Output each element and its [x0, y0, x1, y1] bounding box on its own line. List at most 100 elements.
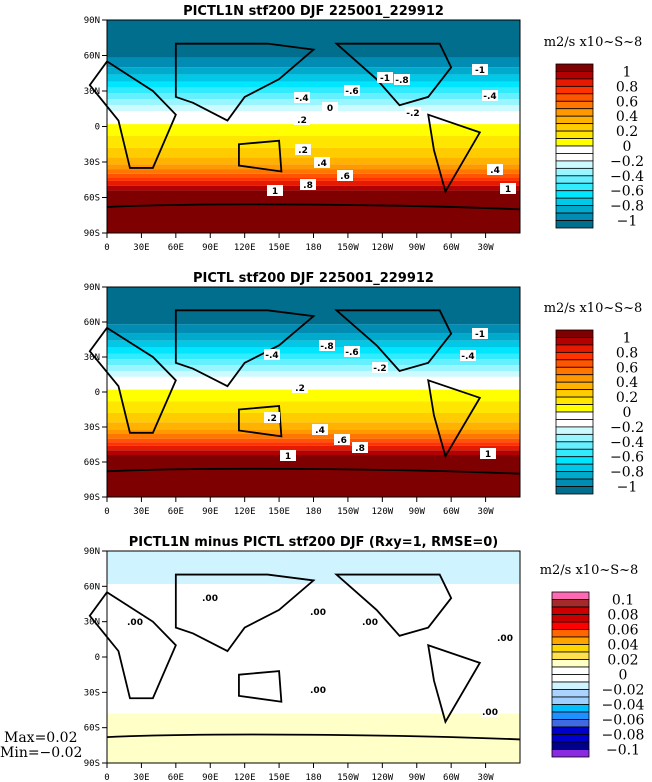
- coastline: [427, 643, 482, 725]
- contour-label-text: .00: [127, 618, 143, 628]
- colorbar-box: [555, 359, 594, 368]
- contour-label-text: -1: [380, 74, 390, 84]
- colorbar-box: [555, 366, 594, 376]
- x-tick-label: 120E: [234, 243, 256, 253]
- contour-label-text: .00: [310, 608, 326, 618]
- contour-label-bg: [344, 85, 360, 96]
- colorbar-box: [551, 719, 590, 728]
- contour-label-bg: [500, 183, 516, 194]
- y-tick-label: 30N: [84, 618, 100, 628]
- contour-label: .4: [314, 157, 330, 169]
- y-tick-label: 60S: [84, 724, 100, 734]
- contour-label-text: -.6: [345, 87, 358, 97]
- colorbar-box: [551, 681, 590, 690]
- contour-label-bg: [482, 706, 498, 717]
- colorbar-label: 0: [619, 668, 628, 684]
- contour-fill-band: [107, 438, 520, 443]
- x-tick-label: 60W: [443, 243, 460, 253]
- x-tick-label: 120E: [234, 773, 256, 782]
- min-label: Min=−0.02: [0, 745, 82, 761]
- colorbar-box: [555, 329, 594, 338]
- colorbar-box: [551, 741, 590, 750]
- x-tick-label: 90E: [202, 773, 218, 782]
- colorbar-label: 0.1: [612, 593, 634, 609]
- y-tick-label: 90N: [84, 283, 100, 293]
- colorbar-box: [555, 337, 594, 346]
- colorbar-box: [555, 175, 594, 184]
- contour-label-text: .00: [202, 594, 218, 604]
- contour-fill-band: [107, 434, 520, 439]
- y-tick-label: 30N: [84, 87, 100, 97]
- colorbar-box: [551, 666, 590, 675]
- colorbar-box: [555, 123, 594, 132]
- colorbar-label: 0: [623, 405, 632, 421]
- contour-fill-band: [107, 81, 520, 88]
- contour-label-bg: [294, 92, 310, 103]
- contour-fill-band: [107, 333, 520, 341]
- colorbar-box: [555, 108, 594, 117]
- contour-label: .2: [264, 412, 280, 424]
- map-panel-1: PICTL1N stf200 DJF 225001_229912 0 30E 60E 9…: [84, 4, 644, 253]
- colorbar-box: [555, 71, 594, 80]
- contour-label: .4: [312, 424, 328, 436]
- contour-fill-band: [107, 20, 520, 58]
- colorbar-box: [551, 704, 590, 713]
- coastline: [334, 573, 453, 637]
- x-tick-label: 0: [104, 773, 109, 782]
- colorbar-box: [555, 85, 594, 95]
- contour-fill-band: [107, 287, 520, 325]
- contour-label: -.6: [344, 85, 360, 97]
- contour-fill-band: [107, 450, 520, 455]
- contour-label-bg: [482, 90, 498, 101]
- colorbar-box: [555, 63, 594, 72]
- x-tick-label: 90W: [409, 507, 426, 517]
- contour-label-bg: [312, 424, 328, 435]
- contour-label: .00: [497, 632, 513, 644]
- colorbar-label: 0.8: [616, 345, 638, 361]
- contour-label: .6: [337, 170, 353, 182]
- contour-label: -1: [472, 64, 488, 76]
- colorbar-label: 0.06: [607, 623, 638, 639]
- contour-label-text: .8: [303, 181, 313, 191]
- contour-label: .8: [300, 179, 316, 191]
- contour-fill-band: [107, 442, 520, 446]
- colorbar-box: [555, 463, 594, 473]
- contour-label-bg: [264, 349, 280, 360]
- colorbar-box: [551, 696, 590, 705]
- contour-label-text: -.4: [265, 351, 278, 361]
- contour-label-bg: [372, 362, 388, 373]
- contour-fill-band: [107, 413, 520, 423]
- y-tick-label: 60N: [84, 318, 100, 328]
- y-tick-label: 90S: [84, 229, 100, 239]
- contour-label-bg: [267, 185, 283, 196]
- contour-label-text: .6: [337, 436, 347, 446]
- colorbar-box: [555, 212, 594, 221]
- contour-label-bg: [497, 632, 513, 643]
- contour-label-text: .4: [315, 426, 325, 436]
- contour-fill-band: [107, 371, 520, 377]
- x-tick-label: 90W: [409, 773, 426, 782]
- contour-label-bg: [300, 179, 316, 190]
- x-tick-label: 150E: [268, 243, 290, 253]
- contour-label-text: -.2: [373, 364, 386, 374]
- colorbar-box: [555, 389, 594, 398]
- units-label: m2/s x10~S~8: [544, 301, 643, 316]
- colorbar-box: [551, 599, 590, 608]
- contour-fill-band: [107, 67, 520, 75]
- colorbar-box: [551, 711, 590, 720]
- contour-fill-band: [107, 389, 520, 402]
- contour-label-text: .2: [298, 146, 308, 156]
- x-tick-label: 30W: [477, 773, 494, 782]
- contour-label-bg: [472, 64, 488, 75]
- map-panel-3: PICTL1N minus PICTL stf200 DJF (Rxy=1, R…: [0, 535, 645, 782]
- contour-fill-band: [107, 445, 520, 451]
- x-tick-label: 30E: [133, 243, 149, 253]
- contour-label-bg: [322, 102, 338, 113]
- colorbar-box: [555, 411, 594, 420]
- colorbar-box: [551, 726, 590, 735]
- panel-title: PICTL1N minus PICTL stf200 DJF (Rxy=1, R…: [129, 535, 498, 550]
- x-tick-label: 30E: [133, 773, 149, 782]
- coastline: [427, 378, 482, 459]
- x-tick-label: 0: [104, 507, 109, 517]
- x-tick-label: 120W: [371, 243, 393, 253]
